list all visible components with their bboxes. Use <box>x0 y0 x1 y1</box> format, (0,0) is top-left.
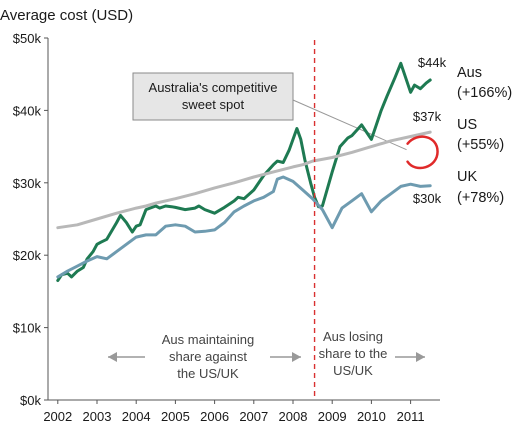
series-name-label: US <box>457 117 477 133</box>
annotations-front: Australia's competitive sweet spot Aus mai… <box>108 40 439 400</box>
series-name-label: Aus <box>457 65 482 81</box>
series-line-aus <box>56 61 432 282</box>
callout-box <box>132 72 294 121</box>
right-era-arrow-head <box>416 352 425 362</box>
sweet-spot-circle <box>406 135 439 170</box>
x-tick-label: 2010 <box>357 409 386 424</box>
x-tick-labels: 2002 2003 2004 2005 2006 2007 2008 2009 2010 2011 <box>43 400 425 424</box>
y-tick-label: $30k <box>13 176 42 191</box>
x-tick-label: 2008 <box>279 409 308 424</box>
left-era-arrow-left-head <box>108 352 117 362</box>
end-value-label: $30k <box>413 191 442 206</box>
era-label: US/UK <box>333 363 373 378</box>
x-tick-label: 2006 <box>200 409 229 424</box>
x-tick-label: 2004 <box>122 409 151 424</box>
series-change-label: (+55%) <box>457 137 504 153</box>
y-tick-label: $10k <box>13 321 42 336</box>
y-tick-labels: $0k $10k $20k $30k $40k $50k <box>13 31 48 408</box>
end-value-label: $37k <box>413 109 442 124</box>
y-tick-label: $50k <box>13 31 42 46</box>
x-tick-label: 2005 <box>161 409 190 424</box>
era-label: Aus losing <box>323 329 383 344</box>
era-label: Aus maintaining <box>162 332 255 347</box>
axes <box>47 38 440 401</box>
end-value-label: $44k <box>418 55 447 70</box>
series-name-label: UK <box>457 169 477 185</box>
y-tick-label: $20k <box>13 248 42 263</box>
era-label: share against <box>169 349 247 364</box>
era-label: share to the <box>319 346 388 361</box>
y-tick-label: $40k <box>13 103 42 118</box>
series-labels: $44k Aus (+166%) $37k US (+55%) $30k UK (+78%) <box>413 55 512 206</box>
x-tick-label: 2003 <box>83 409 112 424</box>
y-axis-title: Average cost (USD) <box>0 7 133 24</box>
y-tick-label: $0k <box>20 393 41 408</box>
series-line-us <box>56 130 432 230</box>
x-tick-label: 2009 <box>318 409 347 424</box>
x-tick-label: 2002 <box>43 409 72 424</box>
series-line-uk <box>56 175 432 279</box>
series-lines <box>56 61 432 282</box>
callout-text: Australia's competitive <box>149 80 278 95</box>
x-tick-label: 2011 <box>397 409 425 424</box>
left-era-arrow-right-head <box>292 352 301 362</box>
series-change-label: (+78%) <box>457 190 504 206</box>
series-change-label: (+166%) <box>457 85 512 101</box>
era-label: the US/UK <box>177 366 239 381</box>
x-tick-label: 2007 <box>239 409 268 424</box>
callout-text: sweet spot <box>182 97 245 112</box>
